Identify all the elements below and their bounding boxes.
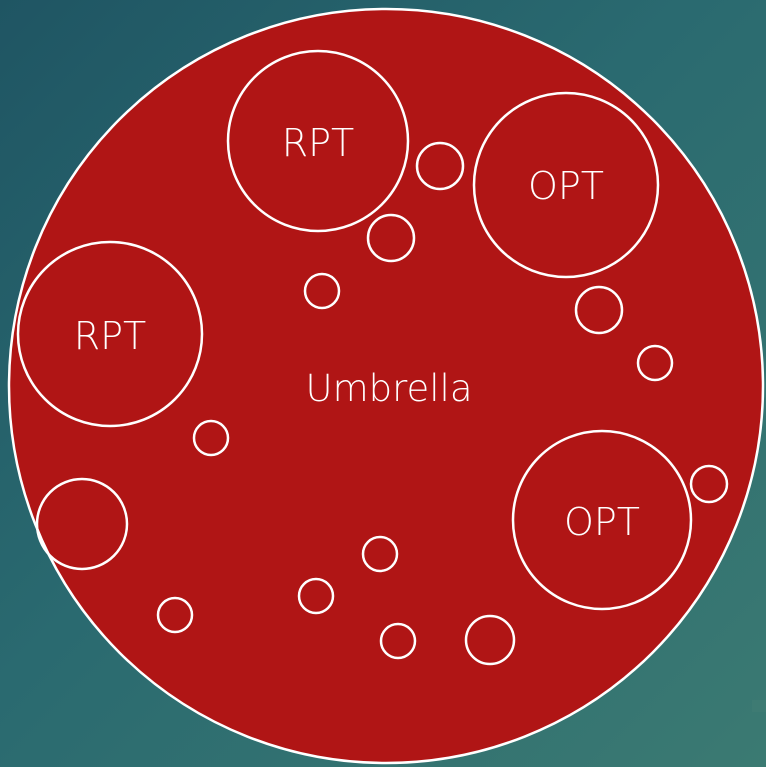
program-circle [16, 240, 204, 428]
program-circle [472, 91, 660, 279]
small-circle [192, 419, 230, 457]
small-circle [574, 285, 624, 335]
small-circle [415, 141, 465, 191]
small-circle [156, 596, 194, 634]
program-circle-opt-top: OPT [472, 91, 660, 279]
umbrella-label: Umbrella [305, 367, 472, 410]
program-label: OPT [564, 500, 640, 544]
small-circle [297, 577, 335, 615]
corner-arrow-icon [752, 700, 766, 712]
program-circle-opt-bottom: OPT [511, 429, 693, 611]
small-circle [689, 464, 729, 504]
program-label: RPT [282, 121, 355, 165]
umbrella-circle [7, 7, 765, 765]
small-circle [361, 535, 399, 573]
small-circle [464, 614, 516, 666]
program-circle [226, 49, 410, 233]
small-circle [379, 622, 417, 660]
program-circle-rpt-top: RPT [226, 49, 410, 233]
small-circle [366, 213, 416, 263]
small-circle [303, 272, 341, 310]
small-circle [636, 344, 674, 382]
small-circle [35, 477, 129, 571]
program-circle [511, 429, 693, 611]
program-label: OPT [528, 164, 604, 208]
program-label: RPT [74, 314, 147, 358]
program-circle-rpt-left: RPT [16, 240, 204, 428]
